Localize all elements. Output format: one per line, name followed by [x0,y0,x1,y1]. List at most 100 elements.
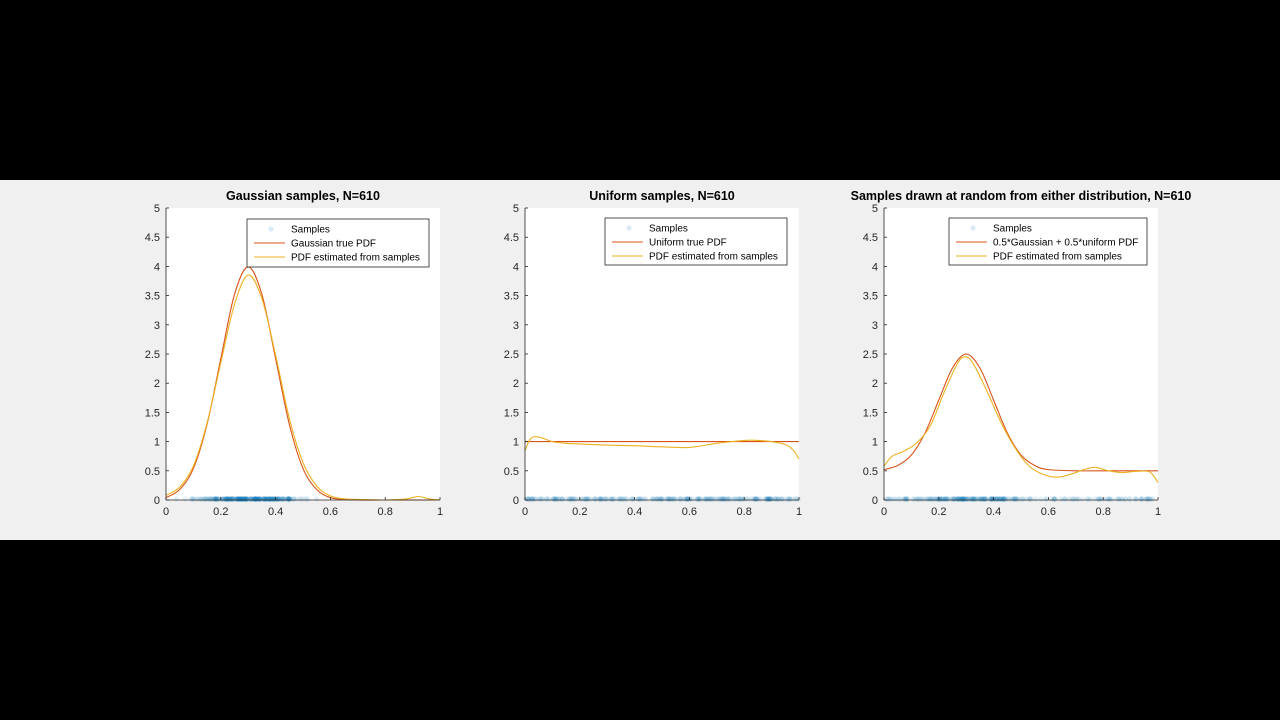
estimated-pdf-line [165,274,441,501]
y-tick-label: 2 [154,378,160,390]
x-tick-label: 0.6 [682,506,697,518]
x-tick-label: 0 [163,506,169,518]
sample-point [314,496,320,502]
y-tick-label: 2.5 [145,349,160,361]
legend-label-estimated: PDF estimated from samples [291,253,420,264]
sample-point [977,496,983,502]
x-tick-label: 0.8 [737,506,752,518]
sample-point [954,496,960,502]
sample-point [1133,496,1139,502]
sample-point [535,496,542,502]
legend-label-true: Gaussian true PDF [291,239,376,250]
sample-point [1118,496,1125,502]
sample-point [631,496,637,502]
sample-point [286,496,292,502]
legend-label-estimated: PDF estimated from samples [993,252,1122,263]
estimated-pdf-line [524,436,800,460]
y-tick-label: 1.5 [863,407,878,419]
sample-point [598,496,604,502]
chart-title: Gaussian samples, N=610 [226,189,380,203]
sample-point [202,496,208,502]
figure-window: Gaussian samples, N=610 0 0.2 0.4 0.6 0.8 1 0 0.… [0,180,1280,540]
sample-point [531,496,537,502]
sample-point [551,496,557,502]
sample-point [986,496,992,502]
legend-label-true: Uniform true PDF [649,238,727,249]
sample-point [182,496,188,502]
sample-point [1085,496,1091,502]
y-tick-label: 2 [872,378,878,390]
y-tick-label: 3.5 [145,291,160,303]
y-tick-label: 3 [513,320,519,332]
sample-point [616,496,622,502]
sample-point [962,496,968,502]
x-tick-label: 0.4 [268,506,283,518]
x-tick-label: 0 [881,506,887,518]
figure-canvas: Gaussian samples, N=610 0 0.2 0.4 0.6 0.8 1 0 0.… [145,189,1192,518]
samples-markers [522,496,802,502]
sample-point [735,496,741,502]
y-tick-label: 3 [154,320,160,332]
sample-point [753,496,759,502]
sample-point [224,496,231,502]
sample-point [726,496,732,502]
sample-point [668,496,675,502]
y-tick-label: 4 [154,261,160,273]
sample-point [1092,496,1098,502]
sample-point [788,496,794,502]
sample-point [555,496,561,502]
y-tick-label: 0.5 [504,466,519,478]
sample-point [655,496,661,502]
sample-point [1066,496,1072,502]
sample-point [257,496,263,502]
sample-point [571,496,577,502]
y-tick-label: 0.5 [863,466,878,478]
chart-panel-3: Samples drawn at random from either dist… [851,189,1192,518]
y-tick-label: 5 [154,203,160,215]
sample-point [610,496,616,502]
chart-panel-1: Gaussian samples, N=610 0 0.2 0.4 0.6 0.8 1 0 0.… [145,189,443,518]
x-tick-label: 0.2 [213,506,228,518]
sample-point [902,496,908,502]
sample-point [706,496,712,502]
y-tick-label: 1 [872,437,878,449]
x-tick-label: 0.8 [1096,506,1111,518]
sample-point [1043,496,1049,502]
y-tick-label: 1.5 [145,407,160,419]
chart-title: Uniform samples, N=610 [589,189,735,203]
sample-point [261,496,267,502]
sample-point [927,496,933,502]
y-tick-label: 2.5 [863,349,878,361]
sample-point [677,496,684,502]
y-tick-label: 1 [154,437,160,449]
y-tick-label: 0.5 [145,466,160,478]
sample-point [591,496,598,502]
x-tick-label: 0.2 [572,506,587,518]
sample-point [773,496,779,502]
sample-point [267,496,273,502]
sample-point [213,496,219,502]
y-tick-label: 2 [513,378,519,390]
sample-point [701,496,707,502]
sample-point [711,496,717,502]
y-tick-label: 2.5 [504,349,519,361]
legend-samples-label: Samples [993,224,1032,235]
x-tick-label: 0.4 [627,506,642,518]
y-tick-label: 5 [872,203,878,215]
sample-point [526,496,532,502]
sample-point [919,496,925,502]
y-tick-label: 5 [513,203,519,215]
sample-point [583,496,589,502]
sample-point [1019,496,1026,502]
sample-point [297,496,303,502]
sample-point [779,496,785,502]
sample-point [193,496,199,502]
sample-point [887,496,894,502]
sample-point [911,496,917,502]
sample-point [1127,496,1133,502]
sample-point [603,496,609,502]
chart-title: Samples drawn at random from either dist… [851,189,1192,203]
legend-label-true: 0.5*Gaussian + 0.5*uniform PDF [993,238,1138,249]
sample-point [173,496,179,502]
estimated-pdf-line [883,356,1159,483]
